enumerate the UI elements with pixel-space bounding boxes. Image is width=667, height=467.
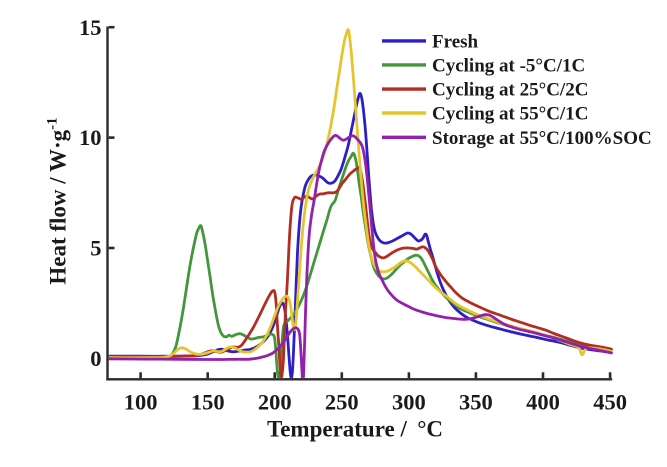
svg-text:Cycling at 55°C/1C: Cycling at 55°C/1C [432,104,588,125]
svg-text:100: 100 [124,390,158,415]
svg-text:10: 10 [79,125,102,150]
svg-text:Fresh: Fresh [432,32,479,53]
svg-text:150: 150 [191,390,225,415]
svg-text:200: 200 [258,390,292,415]
svg-text:Cycling at -5°C/1C: Cycling at -5°C/1C [432,56,585,77]
svg-text:300: 300 [392,390,426,415]
svg-text:5: 5 [90,236,101,261]
svg-text:15: 15 [79,15,102,40]
svg-text:250: 250 [325,390,359,415]
svg-text:350: 350 [459,390,493,415]
svg-text:450: 450 [593,390,627,415]
svg-text:Storage at 55°C/100%SOC: Storage at 55°C/100%SOC [432,128,652,149]
svg-text:0: 0 [90,346,101,371]
svg-text:Heat flow / W·g-1: Heat flow / W·g-1 [45,117,71,284]
svg-text:Temperature / °C: Temperature / °C [267,417,443,442]
svg-text:400: 400 [526,390,560,415]
svg-text:Cycling at 25°C/2C: Cycling at 25°C/2C [432,80,588,101]
